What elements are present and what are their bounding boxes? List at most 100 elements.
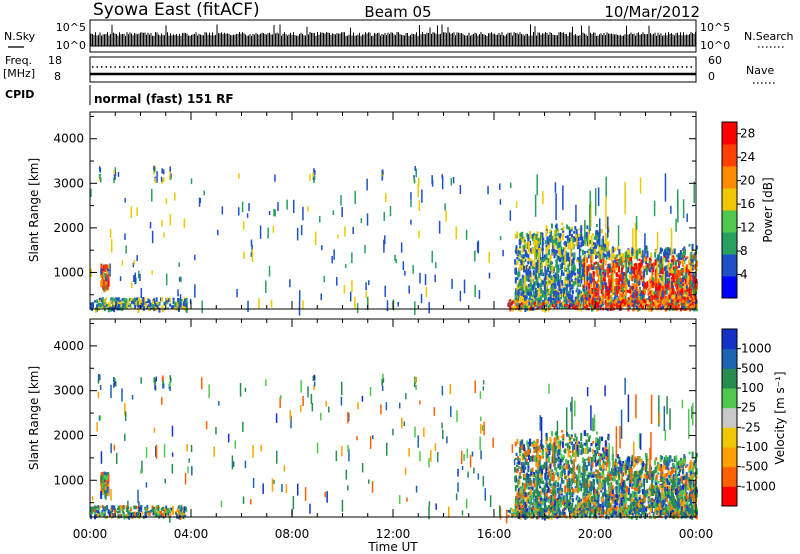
power-cell xyxy=(520,302,523,305)
power-cell xyxy=(514,300,517,304)
velocity-cell xyxy=(140,377,142,384)
power-cell xyxy=(615,256,618,260)
power-cell xyxy=(251,244,253,254)
power-cell xyxy=(655,257,658,261)
power-cell xyxy=(102,304,105,308)
power-cell xyxy=(557,255,560,261)
power-cell xyxy=(176,305,179,310)
power-cell xyxy=(126,303,129,309)
power-cell xyxy=(548,288,551,291)
velocity-cell xyxy=(145,482,148,488)
power-cell xyxy=(566,294,569,297)
power-cell xyxy=(533,285,536,289)
power-colorbar-tick: 16 xyxy=(740,197,755,211)
velocity-cell xyxy=(101,512,104,516)
velocity-cell xyxy=(140,504,143,508)
power-cell xyxy=(258,298,260,310)
power-cell xyxy=(516,284,519,292)
power-cell xyxy=(104,281,107,286)
power-cell xyxy=(543,254,546,261)
velocity-cell xyxy=(326,491,328,503)
power-cell xyxy=(688,306,691,309)
power-cell xyxy=(542,305,545,309)
power-cell xyxy=(614,291,617,299)
power-cell xyxy=(564,283,567,287)
power-cell xyxy=(321,245,323,251)
power-cell xyxy=(599,218,601,247)
power-cell xyxy=(596,262,599,269)
power-cell xyxy=(611,262,614,269)
velocity-cell xyxy=(183,506,186,511)
power-cell xyxy=(550,235,553,243)
velocity-cell xyxy=(242,421,244,432)
velocity-cell xyxy=(313,381,316,387)
power-cell xyxy=(584,219,586,245)
velocity-cell xyxy=(275,413,278,423)
power-colorbar-segment xyxy=(722,276,737,299)
power-cell xyxy=(516,260,519,265)
power-cell xyxy=(621,287,624,292)
power-cell xyxy=(579,303,582,308)
power-cell xyxy=(595,245,598,249)
power-x-ticks xyxy=(89,112,697,309)
velocity-cell xyxy=(252,477,255,488)
power-cell xyxy=(130,299,133,304)
power-cell xyxy=(548,264,551,269)
power-cell xyxy=(540,257,543,263)
velocity-cell xyxy=(113,444,116,451)
velocity-cell xyxy=(136,506,139,509)
power-cell xyxy=(682,276,685,283)
velocity-cell xyxy=(141,511,144,515)
power-cell xyxy=(622,255,625,261)
power-cell xyxy=(574,272,577,276)
power-cell xyxy=(102,270,105,280)
velocity-cell xyxy=(102,506,105,511)
power-cell xyxy=(606,291,609,296)
velocity-cell xyxy=(100,451,103,464)
power-cell xyxy=(661,267,664,274)
power-cell xyxy=(414,165,416,171)
power-cell xyxy=(120,303,123,307)
power-cell xyxy=(610,277,613,281)
power-cell xyxy=(675,275,678,280)
power-cell xyxy=(656,302,659,306)
power-cell xyxy=(588,297,591,303)
power-cell xyxy=(561,305,564,310)
power-cell xyxy=(628,261,631,265)
freq-panel-frame xyxy=(89,56,697,83)
power-cell xyxy=(610,289,613,293)
power-cell xyxy=(598,256,601,259)
power-cell xyxy=(124,300,127,305)
power-cell xyxy=(511,299,514,302)
power-cell xyxy=(675,302,678,306)
power-cell xyxy=(147,304,150,308)
power-cell xyxy=(692,254,695,259)
power-cell xyxy=(608,253,611,258)
velocity-cell xyxy=(348,412,350,422)
power-cell xyxy=(668,287,671,290)
velocity-cell xyxy=(175,512,178,515)
velocity-cell xyxy=(103,474,106,481)
power-cell xyxy=(574,296,577,302)
power-cell xyxy=(602,296,605,302)
power-cell xyxy=(586,225,589,230)
velocity-cell xyxy=(144,511,147,515)
velocity-cell xyxy=(559,448,562,456)
power-cell xyxy=(593,297,596,301)
velocity-cell xyxy=(110,488,112,501)
power-cell xyxy=(526,274,529,277)
velocity-cell xyxy=(161,397,163,405)
velocity-cell xyxy=(136,512,139,517)
power-cell xyxy=(133,297,136,302)
power-cell xyxy=(648,268,651,273)
power-cell xyxy=(629,260,632,264)
velocity-cell xyxy=(600,453,603,457)
velocity-cell xyxy=(551,484,554,491)
power-cell xyxy=(593,262,596,266)
power-cell xyxy=(531,234,534,238)
power-cell xyxy=(514,259,517,265)
power-cell xyxy=(631,277,634,282)
power-cell xyxy=(584,295,587,303)
velocity-cell xyxy=(141,460,143,473)
power-cell xyxy=(575,258,578,262)
